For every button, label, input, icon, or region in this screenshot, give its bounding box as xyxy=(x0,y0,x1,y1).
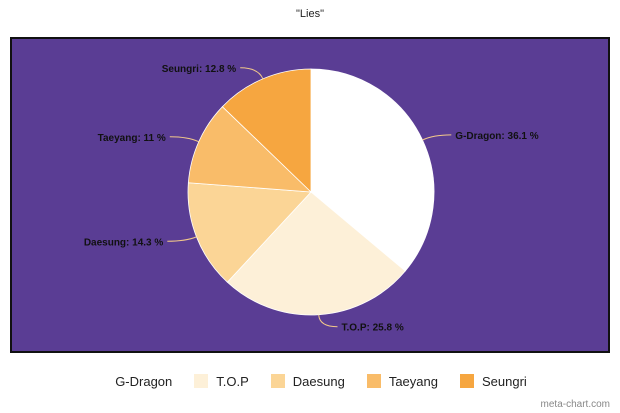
legend-label-taeyang: Taeyang xyxy=(388,373,438,389)
slice-label-seungri: Seungri: 12.8 % xyxy=(162,64,237,75)
leader-line-taeyang xyxy=(169,136,199,143)
pie-slice-g-dragon xyxy=(310,68,435,272)
legend-item-taeyang: Taeyang xyxy=(366,373,438,389)
legend: G-Dragon T.O.P Daesung Taeyang Seungri xyxy=(0,372,620,390)
legend-label-t-o-p: T.O.P xyxy=(216,373,249,389)
legend-label-g-dragon: G-Dragon xyxy=(115,373,173,389)
leader-line-daesung xyxy=(167,236,197,242)
slice-label-daesung: Daesung: 14.3 % xyxy=(84,237,164,248)
legend-item-seungri: Seungri xyxy=(459,373,527,389)
pie-chart: G-Dragon: 36.1 % T.O.P: 25.8 % Daesung: 14… xyxy=(84,64,539,334)
pie-slice-taeyang xyxy=(187,106,313,193)
legend-swatch-taeyang xyxy=(366,374,381,388)
chart-title: "Lies" xyxy=(296,8,324,20)
leader-line-seungri xyxy=(240,67,264,80)
legend-item-t-o-p: T.O.P xyxy=(194,374,249,389)
legend-label-seungri: Seungri xyxy=(481,373,527,389)
slice-label-taeyang: Taeyang: 11 % xyxy=(98,133,166,144)
pie-slices xyxy=(187,68,435,316)
pie-slice-seungri xyxy=(221,68,312,193)
slice-label-t-o-p: T.O.P: 25.8 % xyxy=(342,323,404,334)
leader-line-t-o-p xyxy=(318,314,338,328)
leader-lines xyxy=(167,67,452,328)
slice-labels: G-Dragon: 36.1 % T.O.P: 25.8 % Daesung: 14… xyxy=(84,64,539,334)
plot-area: G-Dragon: 36.1 % T.O.P: 25.8 % Daesung: 14… xyxy=(10,37,610,353)
legend-label-daesung: Daesung xyxy=(292,373,345,389)
slice-label-g-dragon: G-Dragon: 36.1 % xyxy=(455,131,538,142)
watermark-credit: meta-chart.com xyxy=(540,399,610,410)
leader-line-g-dragon xyxy=(422,134,452,141)
pie-slice-t-o-p xyxy=(226,191,406,316)
legend-swatch-daesung xyxy=(270,374,285,388)
legend-item-daesung: Daesung xyxy=(270,373,345,389)
legend-item-g-dragon: G-Dragon xyxy=(93,374,172,389)
legend-swatch-t-o-p xyxy=(194,374,209,388)
legend-swatch-seungri xyxy=(459,374,474,388)
legend-swatch-g-dragon xyxy=(93,374,108,388)
